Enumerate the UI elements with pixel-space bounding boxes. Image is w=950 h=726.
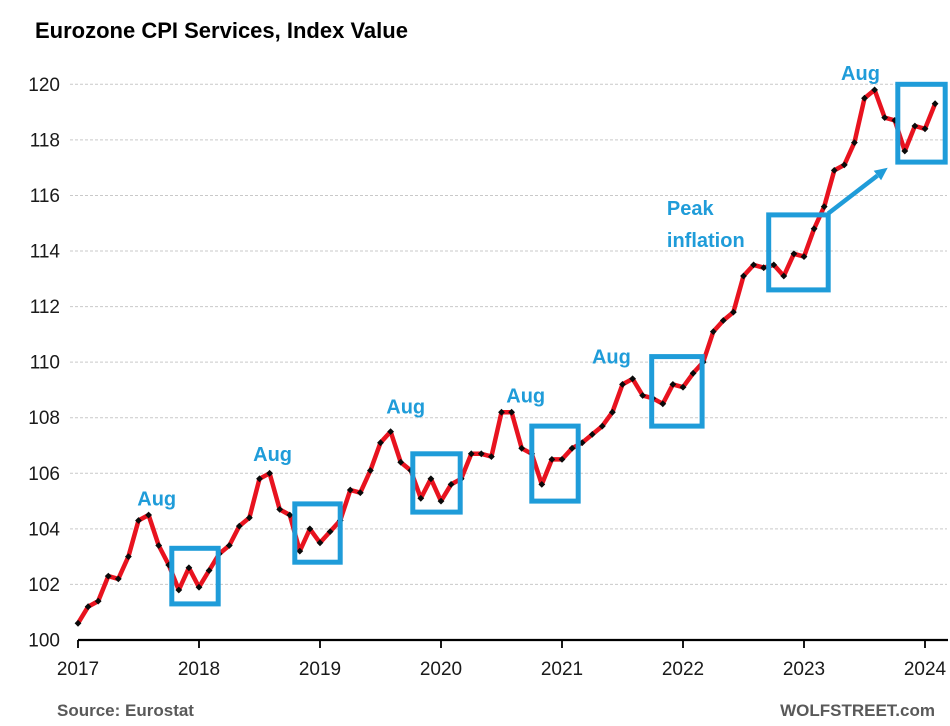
cpi-services-line bbox=[75, 87, 938, 626]
peak-inflation-arrow-shaft bbox=[826, 173, 879, 216]
aug-label-2: Aug bbox=[253, 444, 292, 466]
y-tick-label-112: 112 bbox=[30, 297, 60, 318]
brand-label: WOLFSTREET.com bbox=[780, 701, 935, 720]
aug-label-3: Aug bbox=[386, 397, 425, 419]
x-tick-label-2019: 2019 bbox=[299, 659, 341, 680]
aug-label-4: Aug bbox=[506, 386, 545, 408]
y-tick-label-100: 100 bbox=[28, 631, 60, 652]
source-label: Source: Eurostat bbox=[57, 701, 194, 720]
y-tick-label-120: 120 bbox=[28, 75, 60, 96]
aug-highlight-box-4 bbox=[529, 423, 581, 504]
x-tick-label-2018: 2018 bbox=[178, 659, 220, 680]
x-tick-label-2021: 2021 bbox=[541, 659, 583, 680]
aug-highlight-box-3 bbox=[410, 451, 463, 515]
y-tick-label-110: 110 bbox=[30, 353, 60, 374]
peak-inflation-label-line-2: inflation bbox=[667, 230, 745, 252]
x-tick-label-2024: 2024 bbox=[904, 659, 947, 680]
aug-highlight-box-5 bbox=[649, 354, 705, 429]
y-tick-label-108: 108 bbox=[28, 408, 60, 429]
x-tick-label-2023: 2023 bbox=[783, 659, 825, 680]
x-tick-label-2022: 2022 bbox=[662, 659, 704, 680]
monthly-data-markers bbox=[74, 86, 939, 627]
chart-title: Eurozone CPI Services, Index Value bbox=[35, 18, 408, 43]
aug-highlight-box-1 bbox=[169, 545, 221, 607]
y-tick-label-116: 116 bbox=[30, 186, 60, 207]
aug-label-6: Aug bbox=[841, 63, 880, 85]
y-tick-label-118: 118 bbox=[30, 130, 60, 151]
aug-highlight-box-7 bbox=[895, 81, 948, 165]
aug-label-1: Aug bbox=[137, 488, 176, 510]
aug-highlight-box-2 bbox=[292, 501, 343, 565]
aug-label-5: Aug bbox=[592, 347, 631, 369]
y-tick-label-106: 106 bbox=[28, 464, 60, 485]
peak-inflation-label-line-1: Peak bbox=[667, 198, 715, 220]
y-tick-label-104: 104 bbox=[28, 519, 60, 540]
x-tick-label-2020: 2020 bbox=[420, 659, 462, 680]
peak-inflation-arrow-head bbox=[873, 167, 888, 181]
aug-highlight-box-6 bbox=[766, 212, 831, 293]
x-tick-label-2017: 2017 bbox=[57, 659, 99, 680]
y-tick-label-102: 102 bbox=[28, 575, 60, 596]
y-tick-label-114: 114 bbox=[30, 242, 61, 263]
